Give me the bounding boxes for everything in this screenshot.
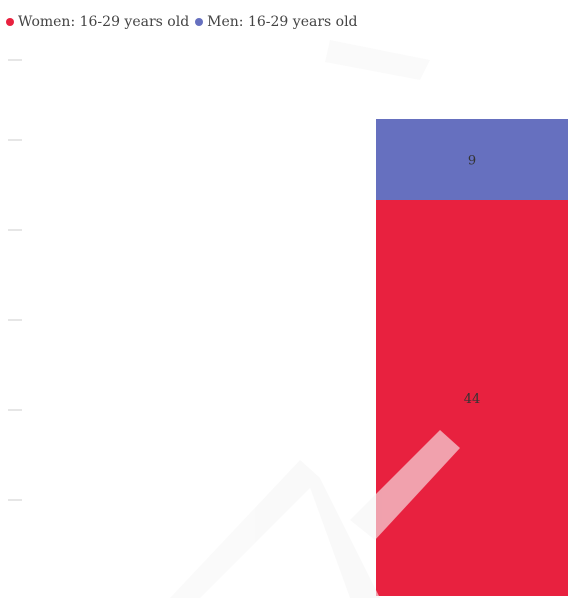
legend-label-women: Women: 16-29 years old	[18, 14, 190, 30]
legend-swatch-men	[195, 18, 204, 26]
chart-legend: Women: 16-29 years old Men: 16-29 years …	[6, 14, 358, 30]
legend-item-women[interactable]: Women: 16-29 years old	[6, 14, 189, 30]
data-label-women: 44	[464, 392, 481, 407]
legend-label-men: Men: 16-29 years old	[207, 14, 358, 30]
data-label-men: 9	[468, 154, 476, 169]
bar-segment-men[interactable]	[376, 119, 568, 200]
legend-swatch-women	[6, 18, 14, 26]
legend-item-men[interactable]: Men: 16-29 years old	[195, 14, 358, 30]
